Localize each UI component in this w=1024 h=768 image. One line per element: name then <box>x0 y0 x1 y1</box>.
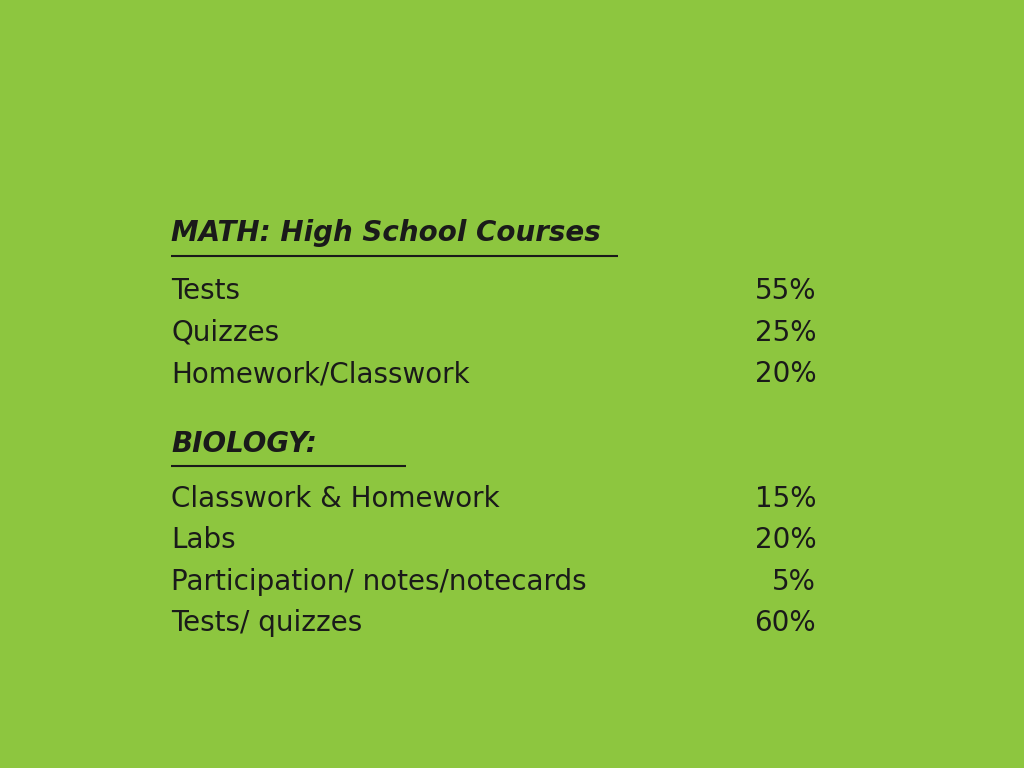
Text: 25%: 25% <box>755 319 816 347</box>
Text: Grading Scales: Grading Scales <box>262 103 762 169</box>
Text: Homework/Classwork: Homework/Classwork <box>171 360 470 389</box>
Text: Classwork & Homework: Classwork & Homework <box>171 485 500 513</box>
Text: 55%: 55% <box>755 277 816 306</box>
Text: 60%: 60% <box>755 609 816 637</box>
Text: MATH: High School Courses: MATH: High School Courses <box>171 219 601 247</box>
Text: 20%: 20% <box>755 526 816 554</box>
Text: 5%: 5% <box>772 568 816 596</box>
Text: Tests: Tests <box>171 277 240 306</box>
Text: Labs: Labs <box>171 526 236 554</box>
Text: 20%: 20% <box>755 360 816 389</box>
Text: 15%: 15% <box>755 485 816 513</box>
Text: Participation/ notes/notecards: Participation/ notes/notecards <box>171 568 587 596</box>
Text: BIOLOGY:: BIOLOGY: <box>171 429 316 458</box>
Text: Tests/ quizzes: Tests/ quizzes <box>171 609 362 637</box>
Text: Quizzes: Quizzes <box>171 319 280 347</box>
